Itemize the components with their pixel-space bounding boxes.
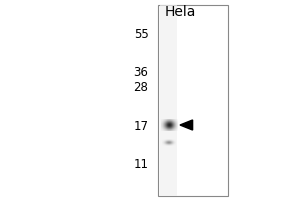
Text: 55: 55	[134, 27, 148, 40]
FancyBboxPatch shape	[158, 5, 228, 196]
Polygon shape	[180, 120, 193, 130]
Text: 11: 11	[134, 158, 148, 171]
Text: 17: 17	[134, 120, 148, 134]
Text: 28: 28	[134, 81, 148, 94]
Text: Hela: Hela	[164, 5, 196, 19]
FancyBboxPatch shape	[160, 5, 177, 196]
Text: 36: 36	[134, 66, 148, 79]
